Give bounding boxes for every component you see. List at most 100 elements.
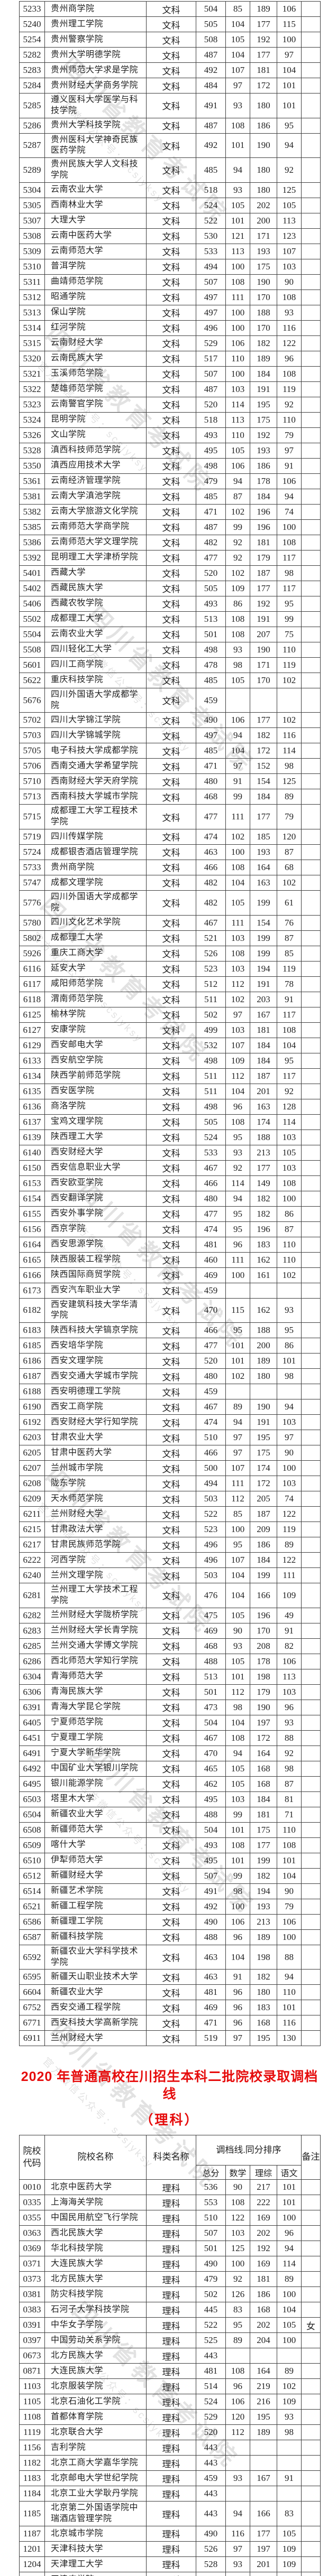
total-score-cell: 468 [196,1638,226,1654]
remark-cell [301,1984,321,2001]
math-score-cell: 100 [225,304,250,321]
chinese-score-cell: 90 [277,274,302,290]
college-name-cell: 北京第二外国语学院中瑞酒店管理学院 [44,2501,147,2526]
remark-cell [301,228,321,244]
math-score-cell: 112 [225,976,250,992]
comprehensive-score-cell: 190 [250,1399,277,1415]
math-score-cell: 98 [225,657,250,673]
table-row: 1119 北京联合大学 理科 520 112 189 98 [19,2424,321,2441]
chinese-score-cell: 92 [277,396,302,413]
math-score-cell: 113 [225,243,250,259]
college-name-cell: 兰州理工大学技术工程学院 [44,1583,147,1608]
college-code-cell: 5381 [19,488,45,505]
comprehensive-score-cell: 164 [250,2363,277,2379]
college-code-cell: 5406 [19,595,45,612]
total-score-cell: 477 [196,549,226,566]
comprehensive-score-cell: 199 [250,1852,277,1869]
math-score-cell: 89 [225,2332,250,2349]
remark-cell [301,2271,321,2288]
section-title: 2020 年普通高校在川招生本科二批院校录取调档线 （理科） [19,2068,320,2129]
remark-cell [301,396,321,413]
college-name-cell: 北京石油化工学院 [44,2394,147,2410]
comprehensive-score-cell: 202 [250,2225,277,2242]
college-code-cell: 5710 [19,773,45,790]
subject-type-cell: 文科 [146,672,196,688]
total-score-cell: 485 [196,672,226,688]
chinese-score-cell: 130 [277,2030,302,2047]
subject-type-cell: 文科 [146,1098,196,1115]
remark-cell [301,727,321,744]
subject-type-cell: 文科 [146,1969,196,1985]
remark-cell [301,1653,321,1669]
chinese-score-cell: 109 [277,2556,302,2572]
total-score-cell: 490 [196,1914,226,1930]
remark-cell [301,1282,321,1299]
math-score-cell: 108 [225,2363,250,2379]
college-code-cell: 6165 [19,1252,45,1268]
college-code-cell: 6154 [19,1190,45,1207]
subject-type-cell: 理科 [146,2486,196,2502]
chinese-score-cell: 117 [277,580,302,596]
math-score-cell: 100 [225,844,250,860]
chinese-score-cell: 49 [277,1607,302,1623]
subject-type-cell: 文科 [146,157,196,183]
table-row: 6150 西安信息职业大学 文科 467 92 177 103 [19,1160,321,1176]
comprehensive-score-cell: 207 [250,626,277,642]
total-score-cell: 493 [196,427,226,443]
table-row: 5350 滇西应用技术大学 文科 498 106 186 91 [19,458,321,474]
college-name-cell: 云南师范大学商学院 [44,519,147,535]
table-row: 5283 贵州师范大学求是学院 文科 492 107 181 104 [19,62,321,78]
table-row: 5284 贵州财经大学商务学院 文科 484 97 172 101 [19,78,321,94]
college-code-cell: 1185 [19,2501,45,2526]
total-score-cell: 482 [196,874,226,891]
table-row: 6504 新疆农业大学 文科 488 99 181 71 [19,1806,321,1823]
comprehensive-score-cell: 202 [250,2317,277,2334]
table-row: 6405 宁夏师范学院 文科 504 104 197 93 [19,1714,321,1731]
total-score-cell: 507 [196,274,226,290]
college-name-cell: 首都体育学院 [44,2409,147,2425]
comprehensive-score-cell: 179 [250,1684,277,1700]
header-comprehensive-score: 理综 [250,2165,277,2180]
college-name-cell: 北京中医药大学 [44,2179,147,2196]
college-code-cell: 6911 [19,2030,45,2047]
total-score-cell: 505 [196,1114,226,1130]
math-score-cell: 103 [225,1791,250,1807]
comprehensive-score-cell: 186 [250,458,277,474]
college-name-cell: 北方民族大学 [44,2348,147,2364]
college-name-cell: 四川外国语大学成都学院 [44,687,147,713]
table-row: 5311 曲靖师范学院 文科 507 108 190 90 [19,274,321,290]
comprehensive-score-cell: 169 [250,2256,277,2272]
college-name-cell: 四川传媒学院 [44,828,147,845]
math-score-cell: 103 [225,930,250,946]
remark-cell [301,1852,321,1869]
math-score-cell: 121 [225,228,250,244]
table-row: 5780 四川文化艺术学院 文科 467 111 154 76 [19,914,321,931]
math-score-cell: 125 [225,2241,250,2257]
total-score-cell: 529 [196,335,226,351]
total-score-cell: 477 [196,1338,226,1354]
table-row: 6125 榆林学院 文科 502 97 167 117 [19,1006,321,1023]
remark-cell [301,859,321,875]
remark-cell [301,758,321,774]
total-score-cell: 494 [196,258,226,275]
math-score-cell: 104 [225,1083,250,1099]
chinese-score-cell [277,2348,302,2364]
subject-type-cell: 文科 [146,828,196,845]
math-score-cell: 94 [225,1414,250,1431]
remark-cell [301,519,321,535]
table-row: 6587 新疆科技学院 文科 488 96 189 100 [19,1929,321,1945]
table-row: 1108 首都体育学院 理科 529 120 195 93 [19,2409,321,2425]
chinese-score-cell: 113 [277,1668,302,1685]
college-name-cell: 西安邮电大学 [44,1037,147,1053]
table-body: 5233 贵州商学院 文科 504 85 189 106 5240 贵州理工学院… [19,1,321,2047]
chinese-score-cell: 92 [277,157,302,183]
math-score-cell: 102 [225,503,250,520]
subject-type-cell: 文科 [146,549,196,566]
chinese-score-cell: 106 [277,1,302,17]
college-name-cell: 陕西国际商贸学院 [44,1267,147,1283]
math-score-cell: 85 [225,1506,250,1523]
college-code-cell: 5315 [19,335,45,351]
total-score-cell: 463 [196,1969,226,1985]
college-code-cell: 6604 [19,1984,45,2001]
